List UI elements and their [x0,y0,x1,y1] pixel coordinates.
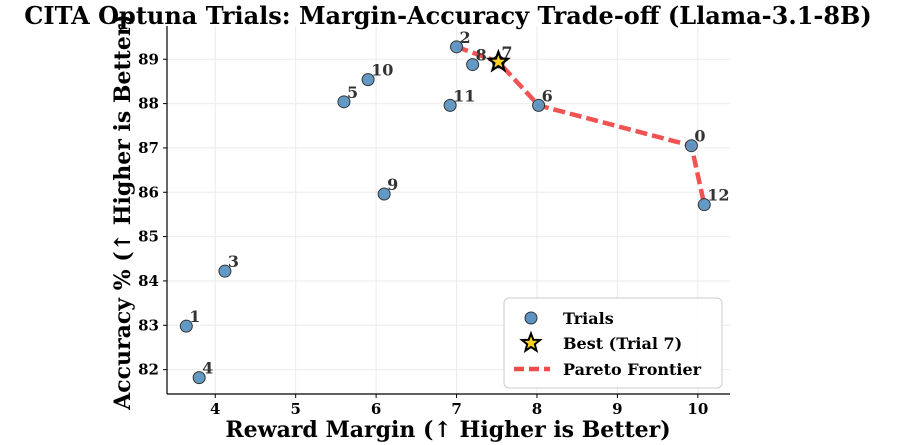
x-tick-label: 4 [210,400,220,418]
x-tick-label: 5 [290,400,300,418]
trial-point-label: 4 [202,359,213,378]
y-tick-label: 88 [138,95,159,113]
trial-point [192,371,206,385]
legend-best-label: Best (Trial 7) [563,334,682,353]
best-trial-marker-group [485,48,511,73]
y-tick-label: 87 [138,139,159,157]
x-tick-label: 8 [532,400,542,418]
best-trial-star-icon [485,48,511,73]
x-tick-label: 7 [451,400,461,418]
trial-point-label: 7 [501,43,512,62]
trial-points [179,40,711,385]
trial-point [218,264,232,278]
trial-point-label: 12 [707,186,729,205]
legend-trials-label: Trials [563,309,614,328]
trial-point-label: 0 [694,127,705,146]
y-tick-label: 86 [138,183,159,201]
trial-point-label: 9 [387,175,398,194]
y-tick-label: 83 [138,316,159,334]
y-tick-label: 85 [138,228,159,246]
trial-point-label: 6 [542,86,553,105]
trial-point-label: 2 [460,28,471,47]
legend-star-icon [519,330,543,353]
axes-spines [166,26,730,395]
x-tick-label: 6 [371,400,381,418]
x-tick-label: 9 [612,400,622,418]
trial-point [179,319,193,333]
trial-point [337,95,351,109]
x-axis-label: Reward Margin (↑ Higher is Better) [225,417,670,443]
legend-pareto-label: Pareto Frontier [563,360,702,379]
trial-point [532,98,546,112]
trial-point [361,73,375,87]
trial-point [684,139,698,153]
trial-point [466,58,480,72]
chart-title: CITA Optuna Trials: Margin-Accuracy Trad… [24,1,871,30]
y-tick-label: 84 [138,272,159,290]
trial-point [697,198,711,212]
y-axis-label: Accuracy % (↑ Higher is Better) [110,14,136,411]
trial-point-label: 5 [347,83,358,102]
trial-point-label: 11 [453,86,475,105]
trial-point-label: 8 [476,46,487,65]
legend-trials-marker [524,311,538,325]
trial-point-label: 3 [228,252,239,271]
trial-point-label: 1 [189,307,200,326]
trial-point-label: 10 [371,61,393,80]
trial-point [443,98,457,112]
y-tick-label: 82 [138,361,159,379]
x-tick-label: 10 [687,400,708,418]
trial-point [450,40,464,54]
trial-point [377,187,391,201]
legend-box [503,297,723,389]
legend: Trials Best (Trial 7) Pareto Frontier [503,297,723,389]
y-tick-label: 89 [138,50,159,68]
